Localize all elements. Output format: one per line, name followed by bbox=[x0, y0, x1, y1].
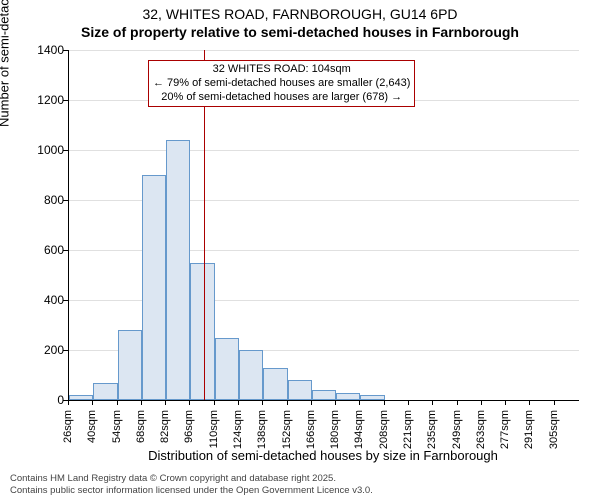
x-tick-mark bbox=[505, 400, 506, 405]
y-tick-label: 1200 bbox=[24, 93, 64, 107]
histogram-bar bbox=[166, 140, 190, 400]
x-tick-mark bbox=[384, 400, 385, 405]
y-axis-label: Number of semi-detached properties bbox=[0, 0, 12, 127]
x-tick-mark bbox=[189, 400, 190, 405]
x-tick-label: 82sqm bbox=[159, 410, 171, 460]
x-tick-label: 221sqm bbox=[402, 410, 414, 460]
x-tick-label: 152sqm bbox=[281, 410, 293, 460]
histogram-bar bbox=[215, 338, 239, 401]
annotation-line2: ← 79% of semi-detached houses are smalle… bbox=[153, 77, 410, 91]
x-tick-mark bbox=[457, 400, 458, 405]
chart-container: 32, WHITES ROAD, FARNBOROUGH, GU14 6PD S… bbox=[0, 0, 600, 500]
x-tick-label: 180sqm bbox=[329, 410, 341, 460]
grid-line bbox=[69, 50, 579, 51]
x-tick-label: 68sqm bbox=[135, 410, 147, 460]
x-tick-label: 194sqm bbox=[353, 410, 365, 460]
x-tick-mark bbox=[432, 400, 433, 405]
y-tick-label: 600 bbox=[24, 243, 64, 257]
footer-line1: Contains HM Land Registry data © Crown c… bbox=[10, 473, 373, 484]
histogram-bar bbox=[288, 380, 312, 400]
x-tick-label: 40sqm bbox=[86, 410, 98, 460]
x-tick-label: 166sqm bbox=[305, 410, 317, 460]
x-tick-mark bbox=[554, 400, 555, 405]
histogram-bar bbox=[312, 390, 336, 400]
x-tick-label: 208sqm bbox=[378, 410, 390, 460]
histogram-bar bbox=[93, 383, 117, 401]
x-tick-label: 305sqm bbox=[548, 410, 560, 460]
x-tick-mark bbox=[165, 400, 166, 405]
histogram-bar bbox=[118, 330, 142, 400]
x-tick-mark bbox=[287, 400, 288, 405]
histogram-bar bbox=[69, 395, 93, 400]
histogram-bar bbox=[239, 350, 263, 400]
x-tick-mark bbox=[311, 400, 312, 405]
histogram-bar bbox=[190, 263, 214, 401]
y-tick-label: 1400 bbox=[24, 43, 64, 57]
annotation-line1: 32 WHITES ROAD: 104sqm bbox=[153, 63, 410, 77]
x-tick-label: 235sqm bbox=[426, 410, 438, 460]
chart-title-main: 32, WHITES ROAD, FARNBOROUGH, GU14 6PD bbox=[0, 6, 600, 22]
y-tick-label: 0 bbox=[24, 393, 64, 407]
annotation-box: 32 WHITES ROAD: 104sqm ← 79% of semi-det… bbox=[148, 60, 415, 107]
histogram-bar bbox=[336, 393, 360, 401]
y-tick-label: 200 bbox=[24, 343, 64, 357]
histogram-bar bbox=[360, 395, 384, 400]
x-tick-mark bbox=[238, 400, 239, 405]
x-tick-label: 96sqm bbox=[183, 410, 195, 460]
x-tick-label: 138sqm bbox=[256, 410, 268, 460]
y-tick-label: 400 bbox=[24, 293, 64, 307]
x-tick-label: 110sqm bbox=[208, 410, 220, 460]
x-tick-mark bbox=[117, 400, 118, 405]
x-tick-mark bbox=[529, 400, 530, 405]
x-tick-label: 277sqm bbox=[499, 410, 511, 460]
x-tick-mark bbox=[481, 400, 482, 405]
footer-line2: Contains public sector information licen… bbox=[10, 485, 373, 496]
x-tick-mark bbox=[262, 400, 263, 405]
y-tick-label: 800 bbox=[24, 193, 64, 207]
footer: Contains HM Land Registry data © Crown c… bbox=[10, 473, 373, 496]
x-tick-mark bbox=[214, 400, 215, 405]
x-tick-mark bbox=[359, 400, 360, 405]
histogram-bar bbox=[142, 175, 166, 400]
annotation-line3: 20% of semi-detached houses are larger (… bbox=[153, 91, 410, 105]
x-tick-label: 249sqm bbox=[451, 410, 463, 460]
x-tick-mark bbox=[141, 400, 142, 405]
x-tick-mark bbox=[408, 400, 409, 405]
x-tick-mark bbox=[68, 400, 69, 405]
x-tick-mark bbox=[92, 400, 93, 405]
x-tick-label: 263sqm bbox=[475, 410, 487, 460]
x-tick-label: 54sqm bbox=[111, 410, 123, 460]
y-tick-label: 1000 bbox=[24, 143, 64, 157]
x-tick-mark bbox=[335, 400, 336, 405]
grid-line bbox=[69, 150, 579, 151]
histogram-bar bbox=[263, 368, 287, 401]
x-tick-label: 124sqm bbox=[232, 410, 244, 460]
chart-title-sub: Size of property relative to semi-detach… bbox=[0, 24, 600, 40]
x-tick-label: 291sqm bbox=[523, 410, 535, 460]
x-tick-label: 26sqm bbox=[62, 410, 74, 460]
